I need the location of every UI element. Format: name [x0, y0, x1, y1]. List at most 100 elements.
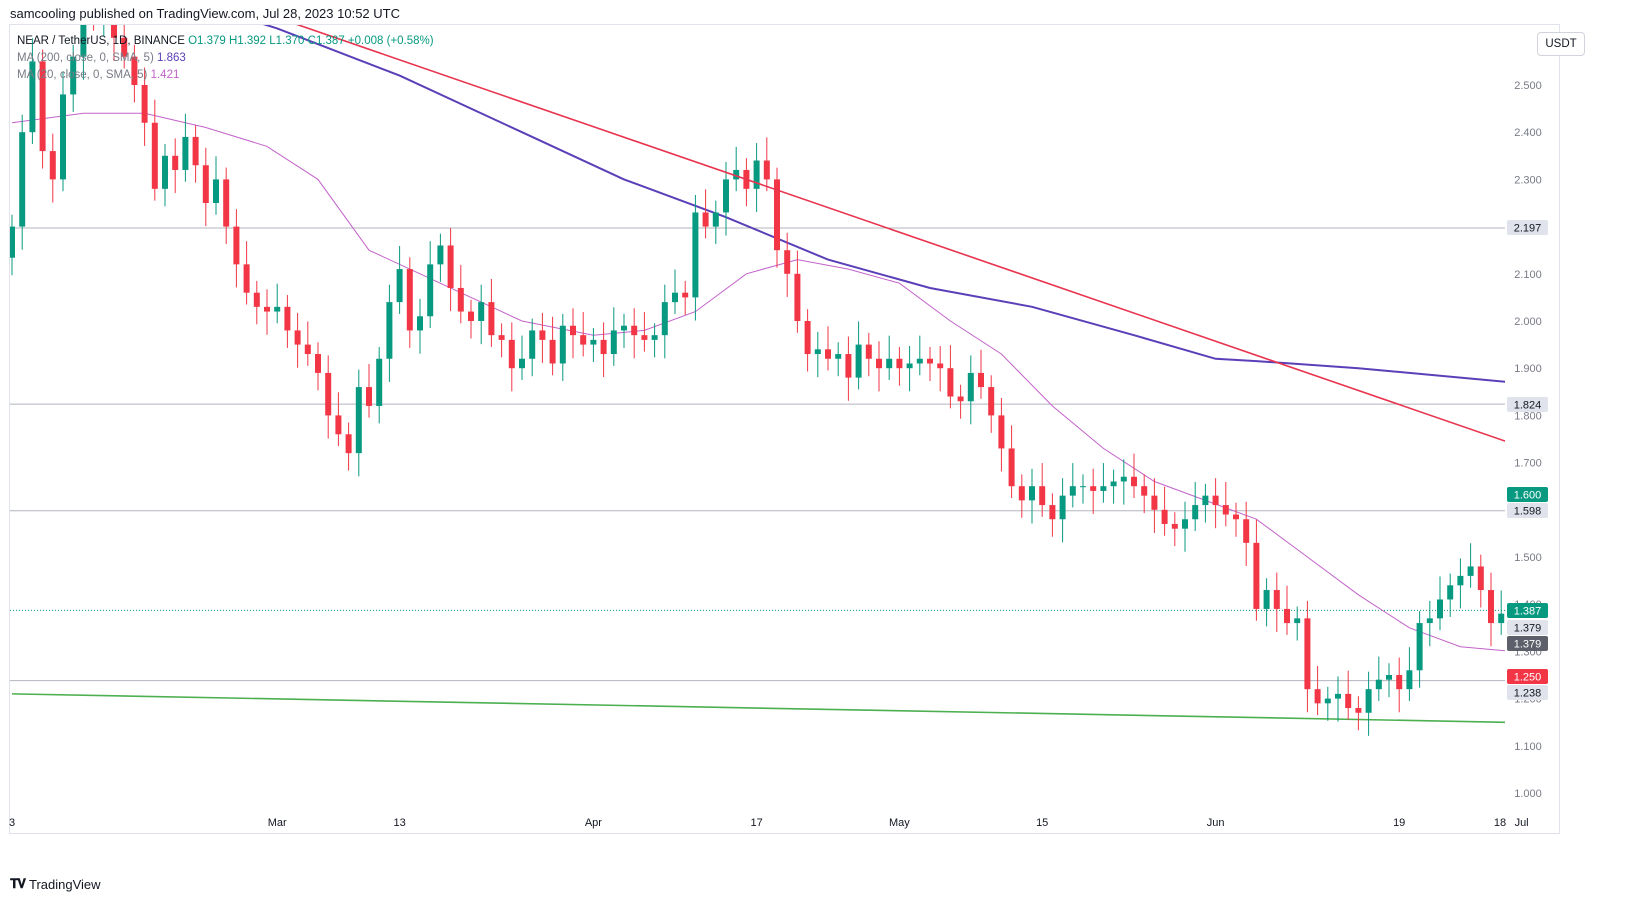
- candle: [182, 113, 189, 182]
- candle-body: [702, 212, 709, 227]
- candle-body: [865, 344, 872, 359]
- candle-body: [1590, 623, 1596, 628]
- x-axis-tick-label: 19: [1393, 817, 1405, 829]
- candle: [1365, 671, 1372, 736]
- candle-body: [243, 264, 250, 293]
- candle-body: [896, 358, 903, 369]
- candle-body: [1069, 486, 1076, 496]
- candle-body: [753, 160, 760, 189]
- candle-body: [1447, 585, 1454, 600]
- candle: [753, 143, 760, 212]
- candle-body: [91, 0, 97, 19]
- candle: [1171, 512, 1178, 547]
- candle-body: [1416, 623, 1423, 671]
- candle: [814, 331, 821, 378]
- candle-body: [519, 358, 525, 369]
- candle-body: [1549, 585, 1555, 604]
- candle-body: [1049, 505, 1056, 520]
- candle: [1437, 576, 1443, 631]
- candle: [29, 38, 36, 144]
- x-axis-tick-label: 17: [750, 817, 762, 829]
- candle: [457, 264, 464, 324]
- price-axis-label-bg: [1507, 669, 1548, 684]
- candle-body: [733, 169, 740, 180]
- candle-body: [886, 358, 893, 369]
- candle-body: [763, 160, 770, 180]
- candle: [1386, 663, 1392, 698]
- candle: [19, 114, 26, 250]
- candle: [733, 146, 740, 192]
- candle-body: [774, 179, 780, 251]
- candle-body: [1437, 599, 1443, 619]
- candle: [1559, 581, 1565, 640]
- candle-body: [1600, 628, 1606, 633]
- candle-body: [1141, 486, 1148, 496]
- candle-body: [1529, 566, 1535, 571]
- candle-body: [661, 302, 668, 336]
- candle: [1212, 478, 1219, 529]
- candle-body: [345, 434, 352, 454]
- candle-body: [437, 245, 444, 265]
- candle-body: [315, 354, 321, 373]
- candle: [559, 313, 566, 381]
- candle: [1263, 578, 1270, 627]
- candle: [661, 284, 668, 359]
- candle: [304, 321, 311, 366]
- candle-body: [111, 25, 117, 38]
- candle: [1151, 478, 1158, 533]
- candle: [1131, 453, 1137, 498]
- candle: [610, 307, 617, 366]
- candle-body: [162, 155, 168, 189]
- legend-ma200-value: 1.863: [156, 52, 186, 64]
- candle-body: [1365, 689, 1372, 713]
- candle-body: [1610, 623, 1616, 632]
- legend-ma20-label[interactable]: MA (20, close, 0, SMA, 5): [17, 69, 148, 81]
- candle: [1059, 478, 1066, 543]
- legend-ma200-label[interactable]: MA (200, close, 0, SMA, 5): [17, 52, 154, 64]
- candle: [896, 346, 903, 386]
- candle-body: [1426, 618, 1433, 624]
- x-axis-tick-label: Apr: [585, 817, 602, 829]
- candle: [1069, 463, 1076, 508]
- candle: [1090, 468, 1097, 515]
- candle: [111, 25, 117, 61]
- currency-button[interactable]: USDT: [1537, 32, 1585, 56]
- candle: [1477, 554, 1484, 608]
- candle: [916, 335, 923, 376]
- legend-symbol[interactable]: NEAR / TetherUS, 1D, BINANCE: [17, 35, 185, 47]
- candle-body: [1233, 514, 1239, 520]
- price-axis-label: 1.250: [1514, 672, 1542, 684]
- candle-body: [39, 61, 46, 152]
- candle-body: [600, 339, 607, 355]
- candle: [947, 345, 954, 409]
- candle-body: [621, 325, 627, 331]
- candle-body: [10, 226, 15, 258]
- candle: [192, 125, 199, 183]
- candle: [845, 336, 852, 401]
- y-axis-tick-label: 2.100: [1514, 269, 1542, 281]
- candle-body: [947, 368, 954, 397]
- candle: [988, 375, 995, 433]
- price-axis-label-bg: [1507, 636, 1548, 651]
- candle: [1467, 543, 1474, 588]
- candle: [631, 308, 638, 359]
- x-axis-tick-label: 15: [1036, 817, 1048, 829]
- published-caption: samcooling published on TradingView.com,…: [10, 6, 400, 21]
- candle-body: [1110, 481, 1117, 487]
- candle: [712, 200, 719, 245]
- candle: [774, 167, 780, 268]
- footer-logo-text[interactable]: TradingView: [29, 876, 101, 892]
- price-axis-label-bg: [1507, 220, 1548, 235]
- candle: [1406, 647, 1413, 701]
- ma200-line: [262, 25, 1505, 383]
- candle-body: [101, 0, 107, 19]
- candle-body: [417, 316, 423, 331]
- candle: [1202, 483, 1209, 523]
- candle: [508, 322, 515, 392]
- tradingview-logo-icon[interactable]: 𝐓𝐕: [10, 876, 26, 891]
- candle: [406, 257, 413, 348]
- candle: [692, 194, 699, 321]
- y-axis-tick-label: 1.700: [1514, 458, 1542, 470]
- candle-body: [1284, 608, 1290, 624]
